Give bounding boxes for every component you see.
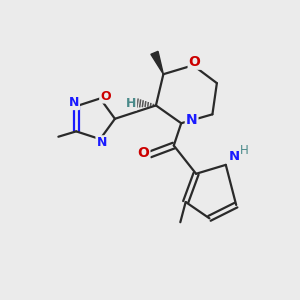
Text: N: N — [69, 96, 79, 109]
Text: N: N — [96, 136, 107, 149]
Text: H: H — [126, 97, 136, 110]
Text: O: O — [100, 90, 111, 103]
Text: N: N — [186, 113, 197, 127]
Text: O: O — [137, 146, 149, 160]
Text: N: N — [229, 150, 240, 163]
Text: O: O — [189, 55, 200, 69]
Text: H: H — [240, 143, 249, 157]
Polygon shape — [151, 51, 164, 74]
